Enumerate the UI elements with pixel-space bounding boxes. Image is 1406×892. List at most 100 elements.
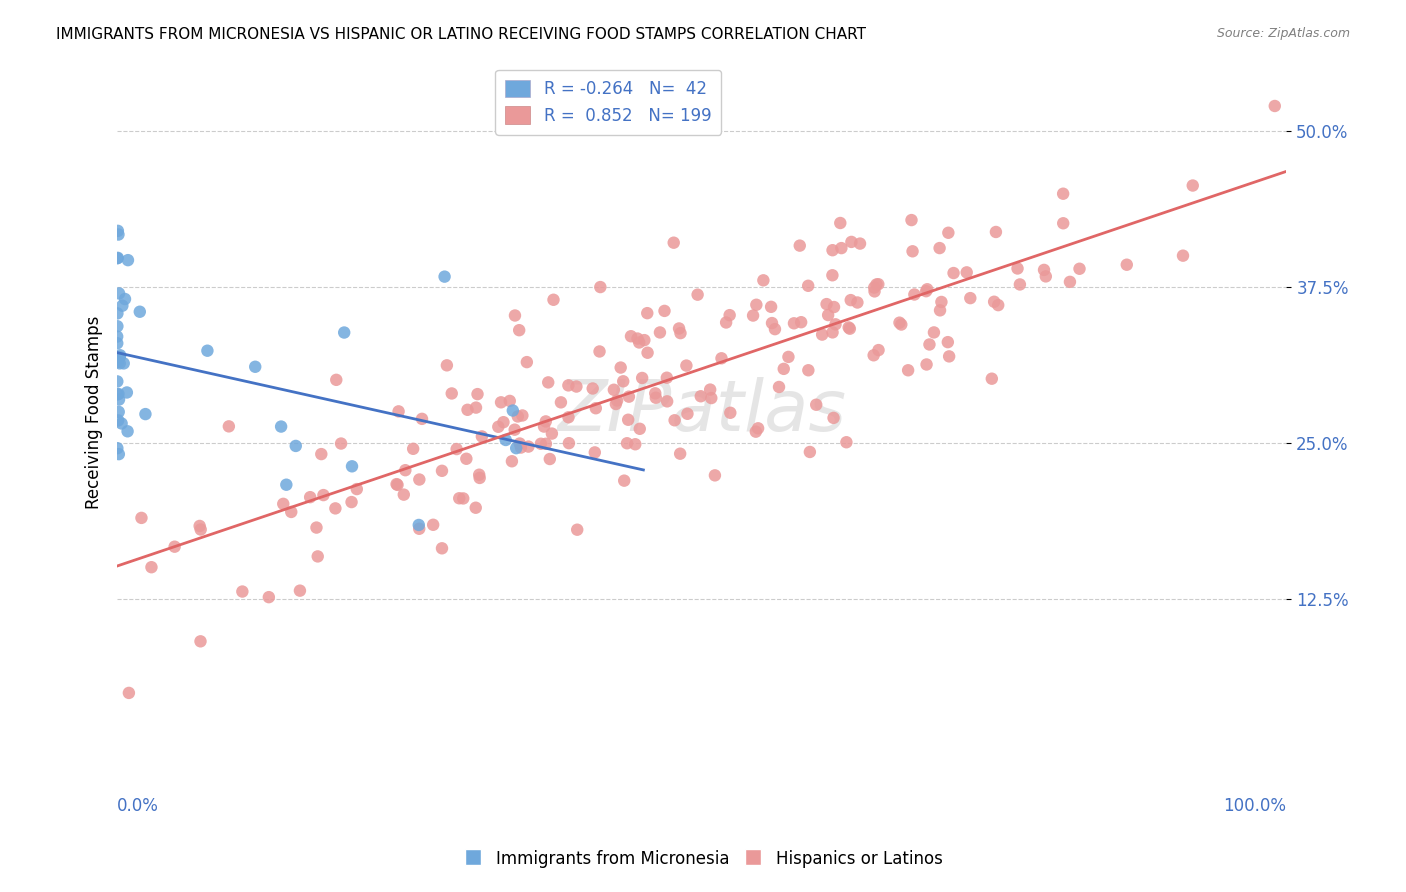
Immigrants from Micronesia [110,417,132,431]
Hispanics or Latinos [218,419,240,434]
Immigrants from Micronesia [107,251,129,265]
Immigrants from Micronesia [197,343,219,358]
Hispanics or Latinos [509,441,531,455]
Hispanics or Latinos [605,397,627,411]
Hispanics or Latinos [868,343,890,357]
Hispanics or Latinos [703,468,725,483]
Immigrants from Micronesia [111,299,134,313]
Hispanics or Latinos [567,523,589,537]
Immigrants from Micronesia [108,350,131,364]
Hispanics or Latinos [280,505,302,519]
Hispanics or Latinos [616,436,638,450]
Text: 100.0%: 100.0% [1223,797,1286,814]
Hispanics or Latinos [817,308,839,322]
Hispanics or Latinos [830,241,852,255]
Hispanics or Latinos [582,382,605,396]
Immigrants from Micronesia [105,329,128,343]
Hispanics or Latinos [467,387,489,401]
Hispanics or Latinos [471,429,494,443]
Immigrants from Micronesia [105,336,128,351]
Immigrants from Micronesia [505,441,527,455]
Hispanics or Latinos [517,440,540,454]
Hispanics or Latinos [486,419,509,434]
Hispanics or Latinos [644,386,666,401]
Hispanics or Latinos [868,277,890,292]
Hispanics or Latinos [1035,269,1057,284]
Hispanics or Latinos [456,451,478,466]
Immigrants from Micronesia [105,319,128,334]
Hispanics or Latinos [823,410,845,425]
Hispanics or Latinos [499,393,522,408]
Hispanics or Latinos [558,436,581,450]
Hispanics or Latinos [163,540,186,554]
Hispanics or Latinos [655,370,678,384]
Hispanics or Latinos [530,436,553,450]
Immigrants from Micronesia [107,306,129,320]
Immigrants from Micronesia [107,227,129,242]
Hispanics or Latinos [778,350,800,364]
Legend: Immigrants from Micronesia, Hispanics or Latinos: Immigrants from Micronesia, Hispanics or… [456,843,950,875]
Immigrants from Micronesia [108,286,131,301]
Hispanics or Latinos [501,454,523,468]
Hispanics or Latinos [915,358,938,372]
Immigrants from Micronesia [107,387,129,401]
Hispanics or Latinos [799,445,821,459]
Hispanics or Latinos [838,321,860,335]
Hispanics or Latinos [325,501,347,516]
Hispanics or Latinos [633,333,655,347]
Hispanics or Latinos [846,295,869,310]
Hispanics or Latinos [763,322,786,336]
Hispanics or Latinos [131,511,153,525]
Hispanics or Latinos [922,326,945,340]
Hispanics or Latinos [1007,261,1029,276]
Immigrants from Micronesia [502,403,524,417]
Hispanics or Latinos [900,213,922,227]
Hispanics or Latinos [394,463,416,477]
Hispanics or Latinos [789,238,811,252]
Hispanics or Latinos [745,425,768,439]
Hispanics or Latinos [508,323,530,337]
Hispanics or Latinos [700,391,723,405]
Hispanics or Latinos [676,407,699,421]
Immigrants from Micronesia [105,441,128,455]
Immigrants from Micronesia [108,356,131,370]
Hispanics or Latinos [815,297,838,311]
Hispanics or Latinos [699,383,721,397]
Hispanics or Latinos [938,350,960,364]
Hispanics or Latinos [385,477,408,491]
Immigrants from Micronesia [495,433,517,447]
Hispanics or Latinos [915,282,938,296]
Hispanics or Latinos [980,372,1002,386]
Hispanics or Latinos [612,374,634,388]
Hispanics or Latinos [387,404,409,418]
Hispanics or Latinos [657,394,679,409]
Immigrants from Micronesia [114,292,136,306]
Hispanics or Latinos [821,243,844,257]
Hispanics or Latinos [617,390,640,404]
Hispanics or Latinos [637,345,659,359]
Hispanics or Latinos [533,419,555,434]
Immigrants from Micronesia [107,405,129,419]
Hispanics or Latinos [689,389,711,403]
Text: IMMIGRANTS FROM MICRONESIA VS HISPANIC OR LATINO RECEIVING FOOD STAMPS CORRELATI: IMMIGRANTS FROM MICRONESIA VS HISPANIC O… [56,27,866,42]
Hispanics or Latinos [752,273,775,287]
Hispanics or Latinos [863,285,886,299]
Hispanics or Latinos [534,414,557,428]
Hispanics or Latinos [714,316,737,330]
Hispanics or Latinos [312,488,335,502]
Hispanics or Latinos [449,491,471,506]
Immigrants from Micronesia [245,359,267,374]
Hispanics or Latinos [718,406,741,420]
Hispanics or Latinos [984,225,1007,239]
Hispanics or Latinos [543,293,565,307]
Hispanics or Latinos [631,371,654,385]
Hispanics or Latinos [821,268,844,283]
Hispanics or Latinos [330,436,353,450]
Immigrants from Micronesia [276,477,298,491]
Hispanics or Latinos [797,363,820,377]
Hispanics or Latinos [613,474,636,488]
Immigrants from Micronesia [115,385,138,400]
Immigrants from Micronesia [270,419,292,434]
Hispanics or Latinos [392,488,415,502]
Hispanics or Latinos [446,442,468,456]
